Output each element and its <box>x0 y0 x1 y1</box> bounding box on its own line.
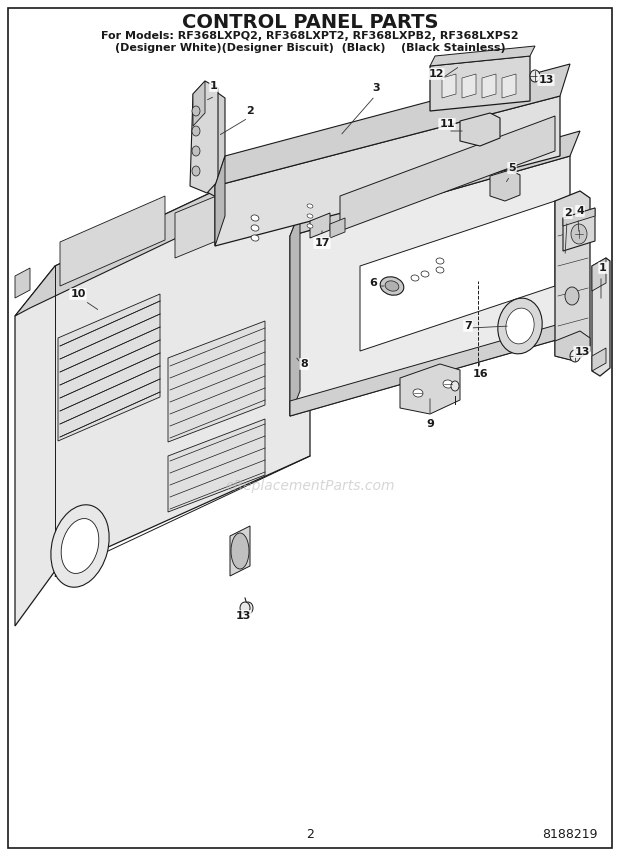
Text: 1: 1 <box>599 263 607 273</box>
Ellipse shape <box>451 381 459 391</box>
Ellipse shape <box>571 224 587 244</box>
Text: 5: 5 <box>508 163 516 173</box>
Ellipse shape <box>413 389 423 397</box>
Ellipse shape <box>231 533 249 569</box>
Ellipse shape <box>411 275 419 281</box>
Text: 13: 13 <box>538 75 554 85</box>
Polygon shape <box>430 56 530 111</box>
Ellipse shape <box>251 215 259 221</box>
Text: 12: 12 <box>428 69 444 79</box>
Polygon shape <box>193 81 205 126</box>
Polygon shape <box>462 74 476 98</box>
Polygon shape <box>215 96 560 246</box>
Text: 7: 7 <box>464 321 472 331</box>
Ellipse shape <box>506 308 534 344</box>
Polygon shape <box>290 321 570 416</box>
Polygon shape <box>460 113 500 146</box>
Polygon shape <box>215 156 225 246</box>
Text: 13: 13 <box>574 347 590 357</box>
Ellipse shape <box>251 225 259 231</box>
Ellipse shape <box>51 505 109 587</box>
Ellipse shape <box>421 271 429 277</box>
Ellipse shape <box>380 276 404 295</box>
Ellipse shape <box>243 602 253 614</box>
Text: 9: 9 <box>426 419 434 429</box>
Polygon shape <box>555 331 590 361</box>
Text: 17: 17 <box>314 238 330 248</box>
Polygon shape <box>340 116 555 231</box>
Text: eReplacementParts.com: eReplacementParts.com <box>225 479 395 493</box>
Text: 3: 3 <box>372 83 380 93</box>
Ellipse shape <box>61 519 99 574</box>
Text: 2: 2 <box>306 828 314 841</box>
Text: 6: 6 <box>369 278 377 288</box>
Ellipse shape <box>307 214 313 218</box>
Ellipse shape <box>307 204 313 208</box>
Polygon shape <box>205 91 225 198</box>
Ellipse shape <box>307 224 313 228</box>
Polygon shape <box>290 156 570 416</box>
Polygon shape <box>502 74 516 98</box>
Text: 2: 2 <box>564 208 572 218</box>
Text: (Designer White)(Designer Biscuit)  (Black)    (Black Stainless): (Designer White)(Designer Biscuit) (Blac… <box>115 43 505 53</box>
Text: 2: 2 <box>246 106 254 116</box>
Polygon shape <box>592 258 606 291</box>
Ellipse shape <box>385 281 399 291</box>
Text: CONTROL PANEL PARTS: CONTROL PANEL PARTS <box>182 13 438 32</box>
Polygon shape <box>168 419 265 512</box>
Polygon shape <box>442 74 456 98</box>
Text: 1: 1 <box>210 81 218 91</box>
Polygon shape <box>15 146 310 626</box>
Ellipse shape <box>251 235 259 241</box>
Text: 4: 4 <box>576 206 584 216</box>
Ellipse shape <box>565 287 579 305</box>
Polygon shape <box>290 131 580 236</box>
Text: 10: 10 <box>70 289 86 299</box>
Polygon shape <box>330 218 345 238</box>
Ellipse shape <box>192 106 200 116</box>
Polygon shape <box>230 526 250 576</box>
Polygon shape <box>175 176 265 258</box>
Ellipse shape <box>436 267 444 273</box>
Polygon shape <box>360 201 555 351</box>
Polygon shape <box>310 213 330 238</box>
Polygon shape <box>490 170 520 201</box>
Polygon shape <box>563 208 595 226</box>
Ellipse shape <box>192 166 200 176</box>
Polygon shape <box>168 321 265 442</box>
Polygon shape <box>400 364 460 414</box>
Text: 8188219: 8188219 <box>542 828 598 841</box>
Ellipse shape <box>436 258 444 264</box>
Polygon shape <box>58 294 160 441</box>
Ellipse shape <box>498 298 542 354</box>
Text: 13: 13 <box>236 611 250 621</box>
Ellipse shape <box>192 126 200 136</box>
Polygon shape <box>15 146 310 316</box>
Text: For Models: RF368LXPQ2, RF368LXPT2, RF368LXPB2, RF368LXPS2: For Models: RF368LXPQ2, RF368LXPT2, RF36… <box>101 31 519 41</box>
Ellipse shape <box>240 602 250 614</box>
Ellipse shape <box>530 70 540 82</box>
Polygon shape <box>430 46 535 66</box>
Polygon shape <box>592 348 606 371</box>
Ellipse shape <box>192 146 200 156</box>
Polygon shape <box>15 268 30 298</box>
Polygon shape <box>290 211 300 416</box>
Polygon shape <box>555 191 590 361</box>
Polygon shape <box>563 208 595 251</box>
Text: 16: 16 <box>472 369 488 379</box>
Ellipse shape <box>443 380 453 388</box>
Polygon shape <box>215 64 570 186</box>
Text: 8: 8 <box>300 359 308 369</box>
Text: 11: 11 <box>439 119 454 129</box>
Polygon shape <box>482 74 496 98</box>
Polygon shape <box>592 258 610 376</box>
Polygon shape <box>60 196 165 286</box>
Polygon shape <box>190 81 218 193</box>
Ellipse shape <box>570 350 580 362</box>
